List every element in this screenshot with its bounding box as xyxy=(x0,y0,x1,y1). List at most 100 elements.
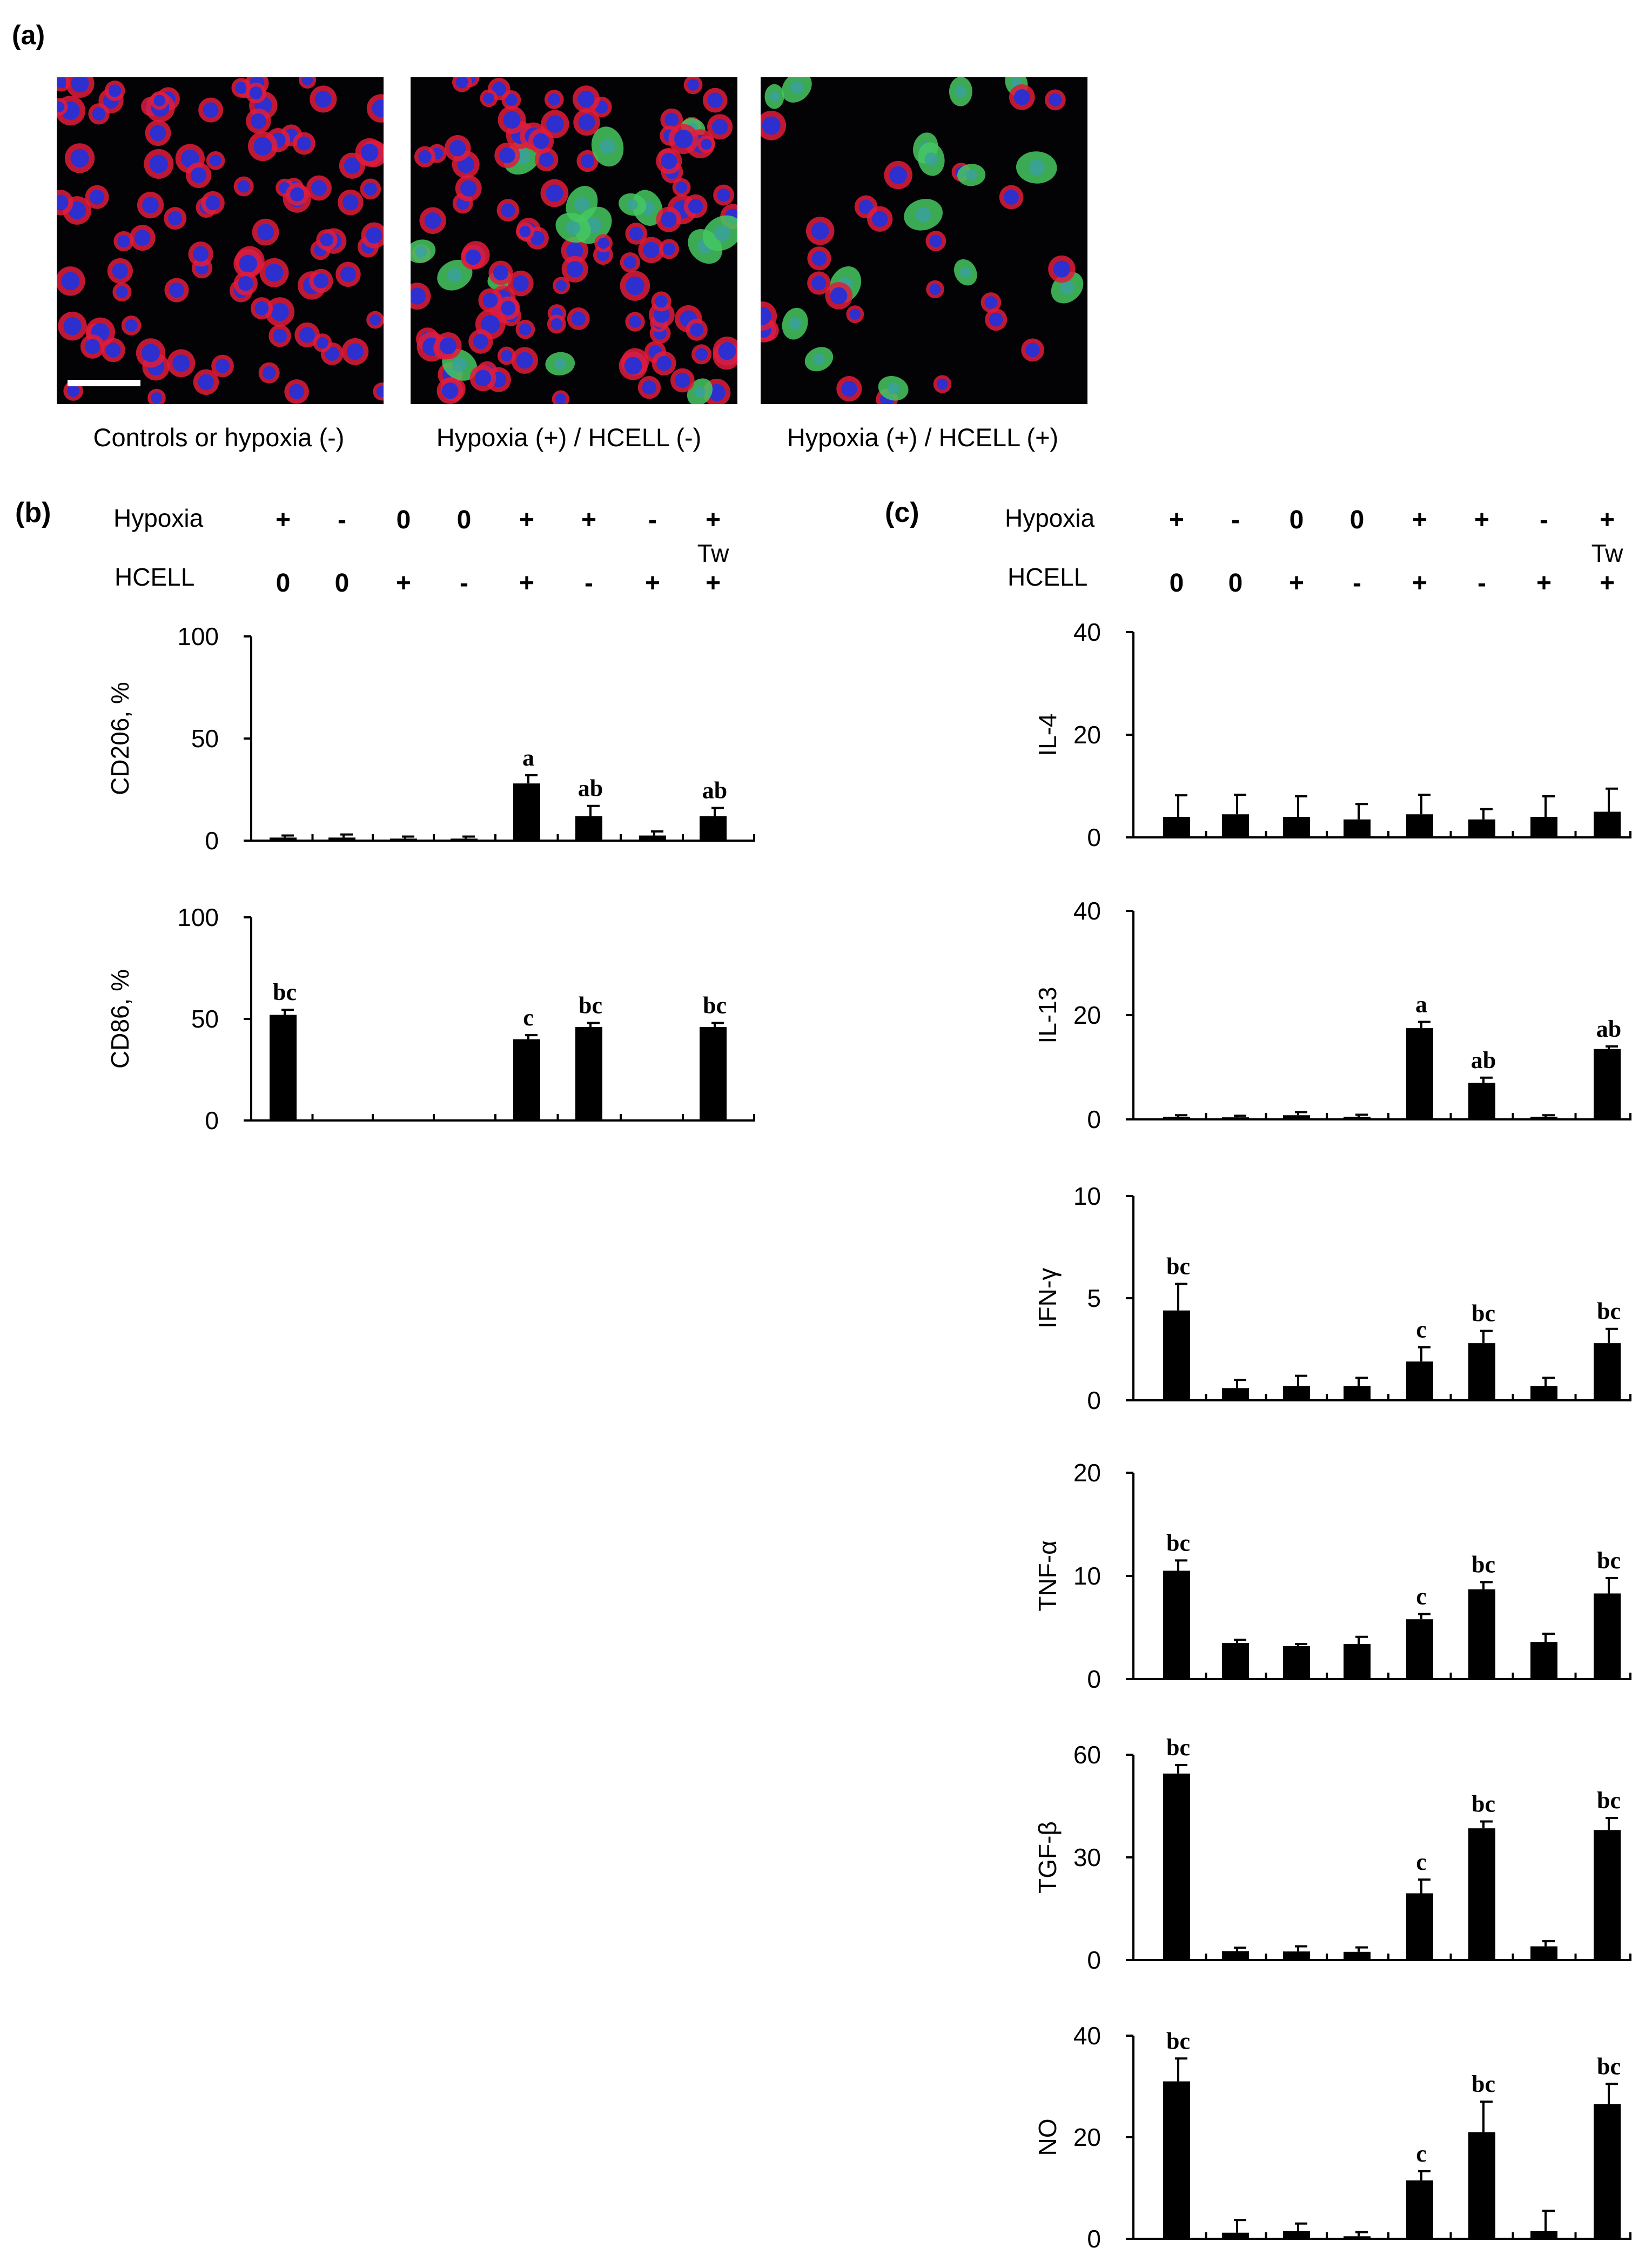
significance-label: bc xyxy=(1597,1787,1621,1814)
cond-c-tw-label: Tw xyxy=(1591,539,1624,567)
bar xyxy=(513,783,540,841)
cell-nucleus xyxy=(263,366,276,380)
cell-nucleus xyxy=(153,95,165,106)
cell-nucleus xyxy=(57,101,65,112)
cell-nucleus xyxy=(887,382,899,394)
y-axis-label: IFN-γ xyxy=(1033,1268,1062,1328)
cond-c-hcell-5: - xyxy=(1478,569,1486,598)
bar xyxy=(1163,1571,1190,1679)
cell-nucleus xyxy=(546,184,563,202)
cell-nucleus xyxy=(474,370,492,386)
cell-nucleus xyxy=(655,295,668,308)
cell-nucleus xyxy=(92,107,106,120)
significance-label: ab xyxy=(1471,1047,1496,1073)
cell-nucleus xyxy=(370,314,381,326)
cell-nucleus xyxy=(788,317,802,330)
cell-nucleus xyxy=(311,180,327,196)
cell-nucleus xyxy=(125,319,138,332)
cond-b-hcell-5: - xyxy=(585,569,593,598)
bar xyxy=(1222,1388,1249,1400)
cond-b-hypoxia-0: + xyxy=(276,506,291,534)
caption-control: Controls or hypoxia (-) xyxy=(93,423,345,452)
condition-row-hcell-b: HCELL xyxy=(115,563,194,591)
cond-b-hcell-2: + xyxy=(396,569,411,598)
significance-label: bc xyxy=(1597,2053,1621,2079)
bar xyxy=(1406,2180,1433,2239)
cell-nucleus xyxy=(676,182,688,193)
cell-nucleus xyxy=(501,203,515,218)
y-tick-label: 30 xyxy=(1073,1843,1101,1871)
cell-nucleus xyxy=(210,155,221,166)
cell-nucleus xyxy=(701,138,712,150)
cell-nucleus xyxy=(556,280,567,291)
cell-nucleus xyxy=(597,237,609,249)
cell-nucleus xyxy=(955,85,967,98)
y-tick-label: 40 xyxy=(1073,618,1101,646)
y-tick-label: 0 xyxy=(1087,2225,1101,2253)
significance-label: bc xyxy=(1472,1791,1495,1817)
cell-nucleus xyxy=(566,220,581,235)
significance-label: bc xyxy=(1166,1253,1190,1280)
cond-b-hypoxia-6: - xyxy=(648,506,657,534)
y-tick-label: 60 xyxy=(1073,1741,1101,1769)
condition-markers-b: +0-00+0-+++--+++Tw xyxy=(276,506,729,598)
cell-nucleus xyxy=(718,342,736,360)
cell-nucleus xyxy=(297,136,311,151)
significance-label: c xyxy=(1416,1849,1427,1875)
cell-nucleus xyxy=(302,77,313,85)
cond-b-hcell-0: 0 xyxy=(276,569,291,598)
cell-nucleus xyxy=(662,243,676,256)
y-axis-label: TNF-α xyxy=(1033,1540,1062,1611)
y-tick-label: 20 xyxy=(1073,721,1101,749)
cond-c-hypoxia-4: + xyxy=(1412,506,1427,534)
cond-c-hcell-4: + xyxy=(1412,569,1427,598)
cell-nucleus xyxy=(439,337,457,354)
panel-label-a: (a) xyxy=(12,20,45,50)
significance-label: bc xyxy=(703,992,727,1019)
cell-nucleus xyxy=(172,354,190,372)
y-tick-label: 0 xyxy=(205,1106,219,1135)
cell-nucleus xyxy=(578,114,595,131)
cell-nucleus xyxy=(554,358,566,370)
cell-nucleus xyxy=(937,378,948,390)
bar xyxy=(1222,1951,1249,1960)
cell-nucleus xyxy=(57,194,69,211)
significance-label: a xyxy=(1415,991,1427,1018)
cell-nucleus xyxy=(629,316,641,328)
bar xyxy=(390,1119,417,1120)
cell-nucleus xyxy=(108,84,122,97)
cond-c-hypoxia-5: + xyxy=(1474,506,1489,534)
cell-nucleus xyxy=(89,190,105,205)
cell-nucleus xyxy=(314,90,332,108)
bar xyxy=(1344,1951,1371,1960)
bar xyxy=(1283,817,1310,837)
y-tick-label: 0 xyxy=(1087,1105,1101,1133)
cell-nucleus xyxy=(238,276,253,291)
cond-b-hypoxia-1: - xyxy=(338,506,346,534)
cell-nucleus xyxy=(629,226,643,241)
cell-nucleus xyxy=(237,180,250,193)
cell-image-hypoxia-hcell-plus xyxy=(761,77,1084,404)
cell-nucleus xyxy=(452,357,467,372)
cell-nucleus xyxy=(313,273,329,288)
bar xyxy=(1406,1028,1433,1119)
cell-nucleus xyxy=(117,234,130,248)
significance-label: bc xyxy=(1472,1300,1495,1326)
cell-nucleus xyxy=(424,212,441,229)
y-axis-label: IL-4 xyxy=(1033,713,1062,756)
cond-c-hcell-2: + xyxy=(1289,569,1304,598)
cond-b-hypoxia-2: 0 xyxy=(397,506,411,534)
scale-bar xyxy=(68,380,140,386)
chart-4: 0 5 10 IFN-γ bc c bc bc xyxy=(1033,1182,1631,1414)
cell-nucleus xyxy=(63,317,82,335)
cell-nucleus xyxy=(317,337,328,349)
bar xyxy=(1163,2081,1190,2239)
cell-nucleus xyxy=(516,352,533,369)
bar xyxy=(1222,1643,1249,1679)
y-axis-label: TGF-β xyxy=(1033,1821,1062,1894)
cell-nucleus xyxy=(505,93,518,106)
cell-nucleus xyxy=(1025,343,1040,358)
significance-label: bc xyxy=(273,979,297,1005)
cell-nucleus xyxy=(71,77,89,93)
chart-1: 0 50 100 CD86, % bc c bc bc xyxy=(106,903,755,1135)
